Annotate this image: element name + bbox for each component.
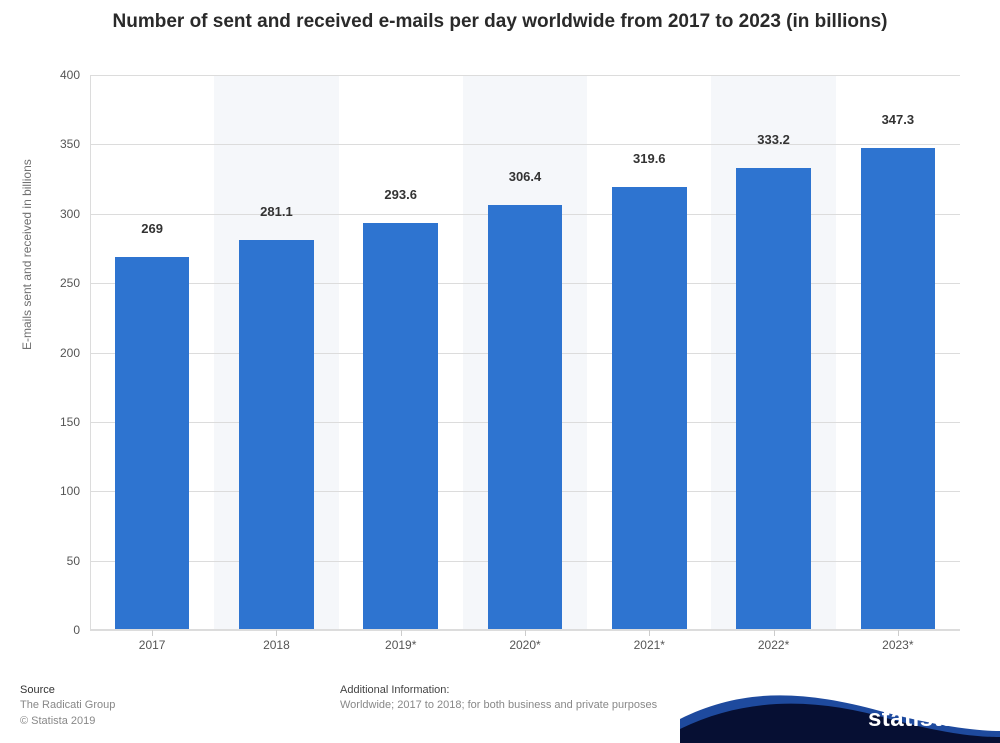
bar [612,187,687,630]
y-tick-label: 200 [40,346,80,360]
additional-info-block: Additional Information: Worldwide; 2017 … [340,683,657,714]
source-line1: The Radicati Group [20,698,115,713]
y-tick-label: 50 [40,554,80,568]
chart-title: Number of sent and received e-mails per … [0,10,1000,35]
page: Number of sent and received e-mails per … [0,0,1000,743]
y-tick-label: 150 [40,415,80,429]
footer: Source The Radicati Group © Statista 201… [0,673,1000,743]
x-tick-label: 2021* [634,638,665,652]
bar-value-label: 269 [141,221,163,236]
x-tick-mark [774,630,775,636]
bar [239,240,314,630]
y-tick-label: 400 [40,68,80,82]
x-tick-mark [649,630,650,636]
bar [115,257,190,630]
x-tick-label: 2023* [882,638,913,652]
chart-area: 0501001502002503003504002692017281.12018… [90,75,960,630]
bar-value-label: 306.4 [509,169,542,184]
additional-line1: Worldwide; 2017 to 2018; for both busine… [340,698,657,713]
source-block: Source The Radicati Group © Statista 201… [20,683,115,729]
bar-value-label: 281.1 [260,204,293,219]
x-tick-label: 2018 [263,638,290,652]
additional-heading: Additional Information: [340,683,657,698]
statista-logo-text: statista [868,705,956,733]
x-tick-mark [152,630,153,636]
y-tick-label: 300 [40,207,80,221]
bar [736,168,811,630]
y-tick-label: 250 [40,276,80,290]
bar-value-label: 293.6 [384,187,417,202]
x-tick-mark [898,630,899,636]
bar-value-label: 333.2 [757,132,790,147]
bar [363,223,438,630]
x-tick-mark [276,630,277,636]
bar-value-label: 319.6 [633,151,666,166]
y-tick-label: 0 [40,623,80,637]
grid-line [90,75,960,76]
source-line2: © Statista 2019 [20,714,115,729]
statista-logo-icon [960,708,982,730]
x-tick-label: 2017 [139,638,166,652]
statista-logo: statista [868,705,982,733]
bar [861,148,936,630]
x-tick-mark [401,630,402,636]
bar [488,205,563,630]
x-tick-mark [525,630,526,636]
x-tick-label: 2019* [385,638,416,652]
y-tick-label: 100 [40,484,80,498]
y-axis-label: E-mails sent and received in billions [20,159,34,350]
x-tick-label: 2022* [758,638,789,652]
y-axis-line [90,75,91,630]
x-tick-label: 2020* [509,638,540,652]
grid-line [90,144,960,145]
source-heading: Source [20,683,115,698]
x-axis-line [90,629,960,630]
bar-value-label: 347.3 [882,112,915,127]
y-tick-label: 350 [40,137,80,151]
